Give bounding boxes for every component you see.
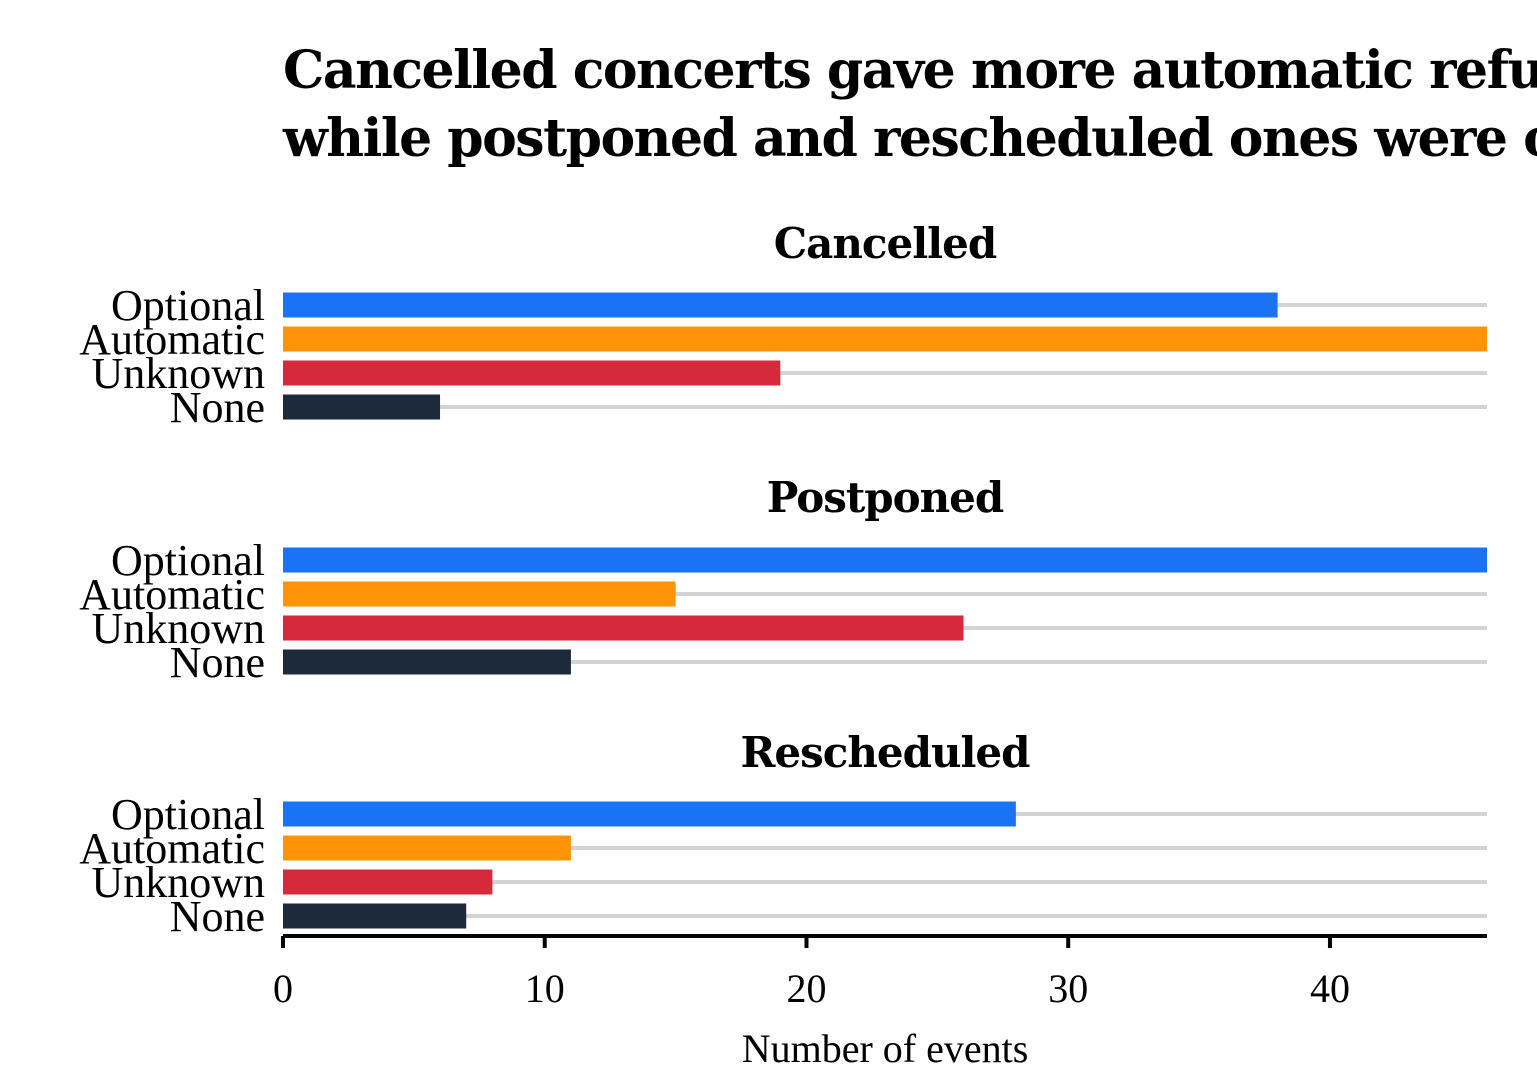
bar-rescheduled-none [283,903,467,929]
bar-cancelled-optional [283,292,1278,318]
x-axis-title: Number of events [742,1026,1029,1071]
category-label-postponed-none: None [170,638,265,687]
bar-postponed-optional [283,547,1487,573]
x-tick-label-30: 30 [1048,966,1088,1011]
category-label-rescheduled-none: None [170,892,265,941]
category-label-rescheduled-optional: Optional [111,790,265,839]
bar-cancelled-unknown [283,360,781,386]
facet-title-rescheduled: Rescheduled [740,728,1030,777]
category-label-cancelled-optional: Optional [111,281,265,330]
x-tick-label-10: 10 [525,966,565,1011]
category-label-cancelled-automatic: Automatic [79,315,265,364]
chart-title-line-2: while postponed and rescheduled ones wer… [282,108,1537,169]
bar-postponed-automatic [283,581,676,607]
bar-rescheduled-automatic [283,835,571,861]
bar-postponed-unknown [283,615,964,641]
x-axis: 0 10 20 30 40 [273,934,1487,1011]
bar-rescheduled-unknown [283,869,493,895]
x-tick-label-0: 0 [273,966,293,1011]
category-label-cancelled-none: None [170,383,265,432]
bar-rescheduled-optional [283,801,1016,827]
bar-cancelled-none [283,394,441,420]
plot-area: CancelledOptionalAutomaticUnknownNonePos… [79,219,1487,941]
chart-title-line-1: Cancelled concerts gave more automatic r… [283,40,1537,101]
category-label-rescheduled-automatic: Automatic [79,824,265,873]
category-label-postponed-optional: Optional [111,536,265,585]
bar-postponed-none [283,649,571,675]
facet-title-cancelled: Cancelled [774,219,997,268]
x-tick-label-40: 40 [1310,966,1350,1011]
facet-title-postponed: Postponed [767,473,1004,522]
category-label-cancelled-unknown: Unknown [91,349,265,398]
chart-title: Cancelled concerts gave more automatic r… [282,40,1537,169]
category-label-rescheduled-unknown: Unknown [91,858,265,907]
category-label-postponed-unknown: Unknown [91,604,265,653]
category-label-postponed-automatic: Automatic [79,570,265,619]
bar-cancelled-automatic [283,326,1487,352]
x-tick-label-20: 20 [786,966,826,1011]
